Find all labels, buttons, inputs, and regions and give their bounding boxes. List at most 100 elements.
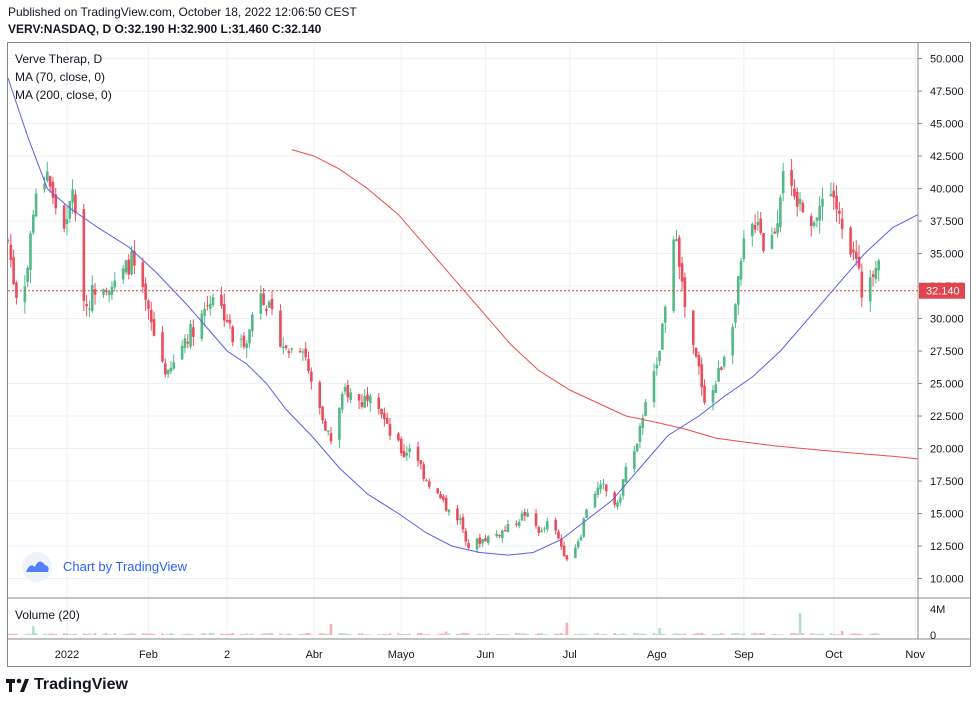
volume-bar <box>46 634 49 635</box>
candle-body <box>34 193 38 217</box>
volume-bar <box>478 633 482 635</box>
volume-bar <box>675 633 678 635</box>
chart-frame[interactable]: 10.000 12.500 15.000 17.500 20.000 22.500 25.0… <box>7 42 971 667</box>
volume-bar <box>231 633 234 635</box>
volume-bar <box>860 634 864 635</box>
candle-body <box>652 371 656 403</box>
volume-bar <box>829 633 833 635</box>
candle-body <box>152 319 156 336</box>
volume-bar <box>29 633 32 635</box>
volume-bar <box>85 634 88 635</box>
volume-bar <box>23 634 27 635</box>
price-chart[interactable]: 10.000 12.500 15.000 17.500 20.000 22.500 25.0… <box>8 43 970 666</box>
volume-bar <box>821 633 824 635</box>
volume-bar <box>585 634 588 635</box>
volume-bar <box>192 634 195 635</box>
volume-bar <box>857 633 861 635</box>
volume-bar <box>206 634 209 635</box>
candle-body <box>585 509 588 518</box>
candle-body <box>259 293 263 314</box>
volume-bar <box>127 633 131 635</box>
candle-body <box>228 319 232 324</box>
volume-bar <box>621 633 625 635</box>
y-tick-label: 10.000 <box>930 574 964 586</box>
x-tick-label: Ago <box>647 649 667 661</box>
candle-body <box>613 492 616 505</box>
candle-body <box>486 536 490 543</box>
volume-bar <box>779 634 782 635</box>
candle-body <box>734 304 737 323</box>
volume-bar <box>338 633 341 635</box>
candle-body <box>849 227 852 255</box>
candle-body <box>102 289 105 295</box>
volume-bar <box>515 633 518 635</box>
volume-bar <box>133 633 136 635</box>
candle-body <box>51 181 55 198</box>
candle-body <box>781 170 785 194</box>
candle-body <box>357 394 361 401</box>
candle-body <box>458 518 462 520</box>
candle-body <box>419 460 423 465</box>
candle-body <box>596 487 600 495</box>
candle-body <box>206 305 209 307</box>
volume-bar <box>245 633 249 635</box>
tradingview-brand: TradingView <box>34 676 128 693</box>
volume-bar <box>770 634 774 635</box>
volume-bar <box>545 634 549 635</box>
candle-body <box>793 188 796 197</box>
y-tick-label: 50.000 <box>930 54 964 66</box>
volume-bar <box>62 633 66 635</box>
candle-body <box>515 523 518 525</box>
candle-body <box>498 535 501 537</box>
volume-bar <box>425 634 428 635</box>
watermark-text[interactable]: Chart by TradingView <box>63 559 188 574</box>
candle-body <box>284 345 288 348</box>
volume-bar <box>113 633 117 635</box>
candle-body <box>270 298 274 310</box>
candle-body <box>338 407 341 440</box>
candle-body <box>759 218 763 233</box>
volume-bar <box>166 634 170 635</box>
candle-body <box>467 543 470 548</box>
volume-bar <box>818 633 821 635</box>
watermark[interactable]: Chart by TradingView <box>22 552 188 582</box>
volume-bar <box>501 633 504 635</box>
tradingview-logo[interactable]: TradingView <box>6 675 128 695</box>
candle-body <box>871 274 875 277</box>
candle-body <box>46 171 49 181</box>
volume-bar <box>464 632 468 635</box>
candle-body <box>43 183 46 190</box>
candle-body <box>641 417 645 428</box>
candle-body <box>703 385 706 403</box>
y-tick-label: 35.000 <box>930 249 964 261</box>
volume-bar <box>43 633 46 635</box>
y-tick-label: 40.000 <box>930 184 964 196</box>
volume-bar <box>186 633 190 635</box>
volume-bar <box>147 633 150 635</box>
candle-body <box>107 291 111 295</box>
volume-bar <box>416 633 420 635</box>
candle-body <box>326 430 330 432</box>
candle-body <box>700 364 704 388</box>
volume-bar <box>781 634 785 635</box>
volume-bar <box>172 633 176 635</box>
candle-body <box>857 256 861 269</box>
volume-bar <box>307 632 310 635</box>
candle-body <box>427 481 431 487</box>
volume-bar <box>734 633 737 635</box>
volume-tick-label: 4M <box>930 604 945 616</box>
legend-symbol: Verve Therap, D <box>15 52 102 66</box>
candle-body <box>402 451 406 458</box>
last-price-label: 32.140 <box>926 286 960 298</box>
candle-body <box>88 308 91 310</box>
volume-bar <box>576 634 580 635</box>
volume-bar <box>753 633 757 635</box>
candle-body <box>860 271 864 298</box>
candle-body <box>225 320 229 322</box>
candle-body <box>48 176 52 187</box>
candle-body <box>385 418 389 424</box>
candle-body <box>318 382 322 408</box>
candle-body <box>481 539 484 544</box>
candle-body <box>692 310 695 345</box>
volume-bar <box>506 633 510 635</box>
